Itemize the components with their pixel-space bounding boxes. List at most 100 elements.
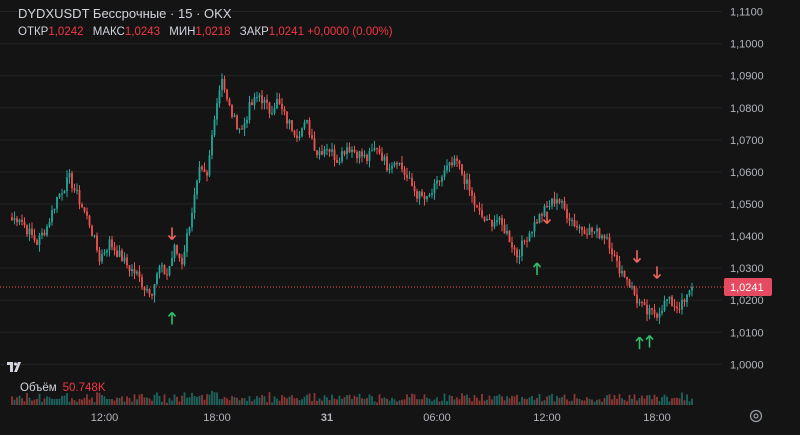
candle-body[interactable] [401,162,403,170]
candle-body[interactable] [543,205,546,216]
candle-body[interactable] [111,239,113,248]
candle-body[interactable] [156,273,158,285]
candle-body[interactable] [583,229,586,235]
candle-body[interactable] [208,155,211,176]
candle-body[interactable] [163,265,166,275]
candle-body[interactable] [601,235,603,239]
candle-body[interactable] [193,194,196,213]
tradingview-logo-icon[interactable] [6,360,22,374]
candle-body[interactable] [566,208,568,219]
candle-body[interactable] [361,151,363,157]
candle-body[interactable] [268,102,271,114]
candle-body[interactable] [166,274,168,276]
candle-body[interactable] [343,151,346,155]
candle-body[interactable] [131,269,133,272]
candle-body[interactable] [428,194,431,197]
candle-body[interactable] [88,215,91,226]
candle-body[interactable] [298,136,301,139]
candle-body[interactable] [176,245,178,254]
candle-body[interactable] [488,218,491,220]
candle-body[interactable] [363,154,366,157]
candle-body[interactable] [533,222,536,232]
candle-body[interactable] [661,310,663,314]
candle-body[interactable] [266,99,268,103]
candle-body[interactable] [263,99,266,104]
candle-body[interactable] [108,239,111,251]
candle-body[interactable] [128,265,131,272]
candle-body[interactable] [246,119,248,124]
candle-body[interactable] [676,306,678,309]
candle-body[interactable] [121,250,123,262]
candle-body[interactable] [286,111,288,124]
candle-body[interactable] [411,177,413,187]
candle-body[interactable] [33,235,36,241]
candle-body[interactable] [536,222,538,224]
candle-body[interactable] [418,191,421,199]
candle-body[interactable] [596,228,598,232]
candle-body[interactable] [103,252,106,254]
candle-body[interactable] [546,205,548,207]
candles[interactable] [11,73,693,325]
candle-body[interactable] [471,190,473,196]
candle-body[interactable] [11,216,13,221]
candle-body[interactable] [211,134,213,156]
candle-body[interactable] [153,284,156,296]
candle-body[interactable] [186,233,188,252]
candle-body[interactable] [688,290,691,295]
candle-body[interactable] [321,151,323,155]
candle-body[interactable] [578,227,581,229]
candle-body[interactable] [576,226,578,228]
candle-body[interactable] [303,122,306,129]
candle-body[interactable] [466,179,468,184]
candle-body[interactable] [538,214,541,224]
candle-body[interactable] [406,174,408,178]
candle-body[interactable] [561,201,563,203]
candle-body[interactable] [338,161,341,163]
candle-body[interactable] [261,95,263,104]
candle-body[interactable] [371,150,373,152]
candle-body[interactable] [378,148,381,153]
candle-body[interactable] [206,172,208,176]
candle-body[interactable] [393,162,396,166]
candle-body[interactable] [273,108,276,114]
candle-body[interactable] [133,269,136,274]
candle-body[interactable] [233,115,236,117]
candle-body[interactable] [383,156,386,161]
candle-body[interactable] [323,149,326,155]
candle-body[interactable] [356,152,358,159]
candle-body[interactable] [191,212,193,228]
candle-body[interactable] [628,279,631,287]
candle-body[interactable] [316,150,318,156]
candle-body[interactable] [523,240,526,242]
candle-body[interactable] [608,237,611,249]
candle-body[interactable] [613,254,616,256]
candle-body[interactable] [508,230,511,243]
candle-body[interactable] [283,109,286,112]
candle-body[interactable] [228,99,231,106]
candle-body[interactable] [36,240,38,245]
candle-body[interactable] [253,97,256,106]
candle-body[interactable] [461,164,463,175]
candle-body[interactable] [26,225,28,235]
candle-body[interactable] [203,169,206,173]
candle-body[interactable] [113,247,116,251]
candle-body[interactable] [591,227,593,232]
candle-body[interactable] [241,128,243,130]
candle-body[interactable] [398,162,401,165]
candle-body[interactable] [653,309,656,315]
candle-body[interactable] [588,227,591,235]
candle-body[interactable] [326,149,328,151]
candle-body[interactable] [551,198,553,206]
candle-body[interactable] [226,89,228,100]
candle-body[interactable] [671,296,673,306]
candle-body[interactable] [348,147,351,153]
candle-body[interactable] [501,217,503,225]
candle-body[interactable] [281,103,283,110]
candle-body[interactable] [503,224,506,234]
candle-body[interactable] [623,270,626,278]
candle-body[interactable] [63,191,66,194]
candle-body[interactable] [433,183,436,194]
candle-body[interactable] [258,95,261,98]
candle-body[interactable] [86,211,88,216]
candle-body[interactable] [381,152,383,161]
